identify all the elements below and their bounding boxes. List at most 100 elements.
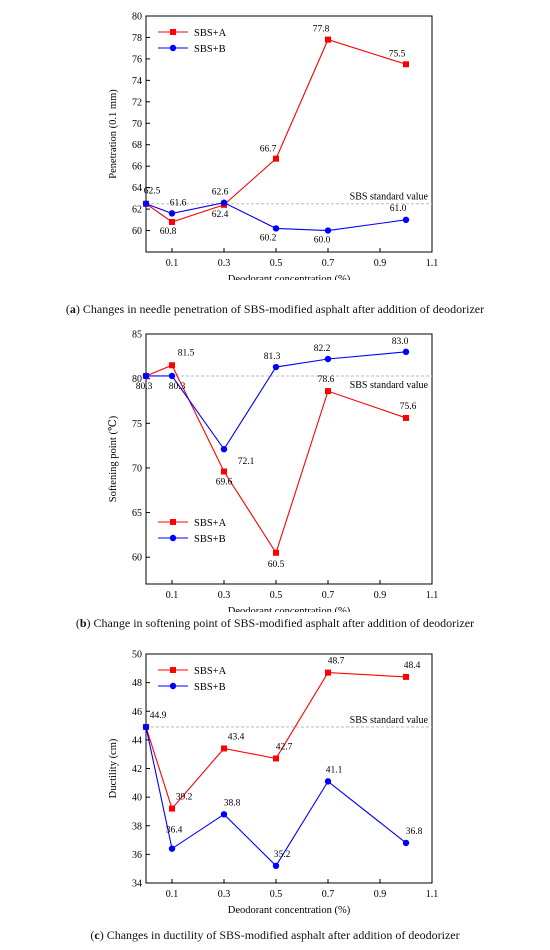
data-label: 60.0: [314, 236, 331, 246]
data-label: 75.5: [389, 49, 406, 59]
x-tick-label: 1.1: [426, 889, 439, 900]
data-point-a: [221, 745, 227, 752]
data-point-b: [220, 811, 228, 818]
y-tick-label: 66: [132, 162, 142, 173]
data-point-b: [168, 845, 176, 852]
legend-label: SBS+B: [194, 44, 226, 55]
standard-value-label: SBS standard value: [350, 380, 429, 391]
data-label: 62.6: [212, 188, 229, 198]
data-label: 42.7: [276, 742, 293, 752]
data-label: 60.5: [268, 560, 285, 570]
data-point-a: [403, 61, 409, 68]
data-point-a: [273, 155, 279, 162]
y-tick-label: 34: [132, 879, 142, 890]
legend-label: SBS+B: [194, 682, 226, 693]
y-axis-title: Softening point (℃): [108, 415, 119, 502]
data-label: 80.3: [169, 382, 186, 392]
y-tick-label: 85: [132, 330, 142, 341]
series-line-b: [146, 351, 407, 451]
y-tick-label: 64: [132, 183, 142, 194]
data-label: 36.4: [166, 826, 183, 836]
plot-frame: [145, 653, 433, 884]
legend-marker-b: [169, 44, 177, 52]
y-tick-label: 72: [132, 97, 142, 108]
data-label: 72.1: [238, 457, 255, 467]
data-point-b: [272, 363, 280, 371]
x-tick-label: 0.5: [270, 590, 283, 601]
y-tick-label: 65: [132, 508, 142, 519]
data-point-b: [220, 445, 228, 453]
data-label: 41.1: [326, 765, 343, 775]
x-tick-label: 0.5: [270, 889, 283, 900]
data-label: 39.2: [176, 793, 193, 803]
caption-c-letter: c: [94, 928, 100, 942]
data-point-b: [324, 227, 332, 234]
data-label: 35.2: [274, 850, 291, 860]
data-point-a: [169, 805, 175, 812]
data-point-a: [403, 673, 409, 680]
x-tick-label: 0.7: [322, 590, 335, 601]
data-label: 83.0: [392, 337, 409, 347]
data-point-b: [324, 778, 332, 785]
caption-b-text: Change in softening point of SBS-modifie…: [90, 616, 475, 630]
data-label: 80.3: [136, 382, 153, 392]
data-point-b: [324, 355, 332, 363]
x-tick-label: 0.3: [218, 889, 231, 900]
data-label: 62.5: [144, 187, 161, 197]
x-axis-title: Deodorant concentration (%): [228, 905, 351, 916]
data-label: 60.8: [160, 227, 177, 237]
data-label: 60.2: [260, 233, 277, 243]
data-point-b: [142, 372, 150, 380]
legend-marker-a: [170, 519, 176, 525]
x-axis-title: Deodorant concentration (%): [228, 606, 351, 612]
caption-b: (b) Change in softening point of SBS-mod…: [75, 616, 475, 630]
x-tick-label: 0.7: [322, 258, 335, 269]
y-tick-label: 36: [132, 850, 142, 861]
y-axis-title: Ductility (cm): [108, 738, 119, 798]
data-point-a: [273, 549, 279, 556]
data-point-b: [142, 200, 150, 207]
legend-label: SBS+B: [194, 534, 226, 545]
legend-marker-b: [169, 534, 177, 542]
data-label: 61.6: [170, 198, 187, 208]
data-label: 75.6: [400, 402, 417, 412]
x-tick-label: 0.9: [374, 590, 387, 601]
legend-marker-b: [169, 682, 177, 690]
data-point-b: [272, 225, 280, 232]
caption-a-text: Changes in needle penetration of SBS-mod…: [79, 302, 485, 316]
series-line-a: [145, 672, 407, 810]
y-tick-label: 74: [132, 76, 142, 87]
data-point-a: [221, 468, 227, 475]
x-tick-label: 0.1: [166, 889, 179, 900]
data-point-a: [325, 669, 331, 676]
caption-c-text: Changes in ductility of SBS-modified asp…: [103, 928, 460, 942]
series-line-b: [145, 202, 407, 232]
data-label: 66.7: [260, 145, 277, 155]
x-tick-label: 0.5: [270, 258, 283, 269]
standard-value-label: SBS standard value: [350, 715, 429, 726]
caption-b-letter: b: [79, 616, 87, 630]
data-point-b: [402, 839, 410, 847]
x-tick-label: 0.7: [322, 889, 335, 900]
data-label: 69.6: [216, 478, 233, 488]
data-point-b: [168, 210, 176, 217]
y-tick-label: 38: [132, 821, 142, 832]
data-label: 62.4: [212, 210, 229, 220]
series-line-a: [145, 364, 407, 555]
plot-frame: [145, 15, 433, 253]
y-tick-label: 80: [132, 12, 142, 23]
plot-frame: [145, 333, 433, 585]
x-tick-label: 0.1: [166, 590, 179, 601]
data-point-a: [169, 218, 175, 225]
y-tick-label: 44: [132, 735, 142, 746]
x-axis-title: Deodorant concentration (%): [228, 274, 351, 280]
legend-marker-a: [170, 29, 176, 35]
data-label: 78.6: [318, 375, 335, 385]
data-label: 77.8: [313, 25, 330, 35]
x-tick-label: 0.9: [374, 889, 387, 900]
caption-a-letter: a: [69, 302, 76, 316]
data-point-b: [402, 216, 410, 224]
data-point-a: [403, 414, 409, 421]
series-line-b: [145, 726, 407, 867]
y-tick-label: 78: [132, 33, 142, 44]
